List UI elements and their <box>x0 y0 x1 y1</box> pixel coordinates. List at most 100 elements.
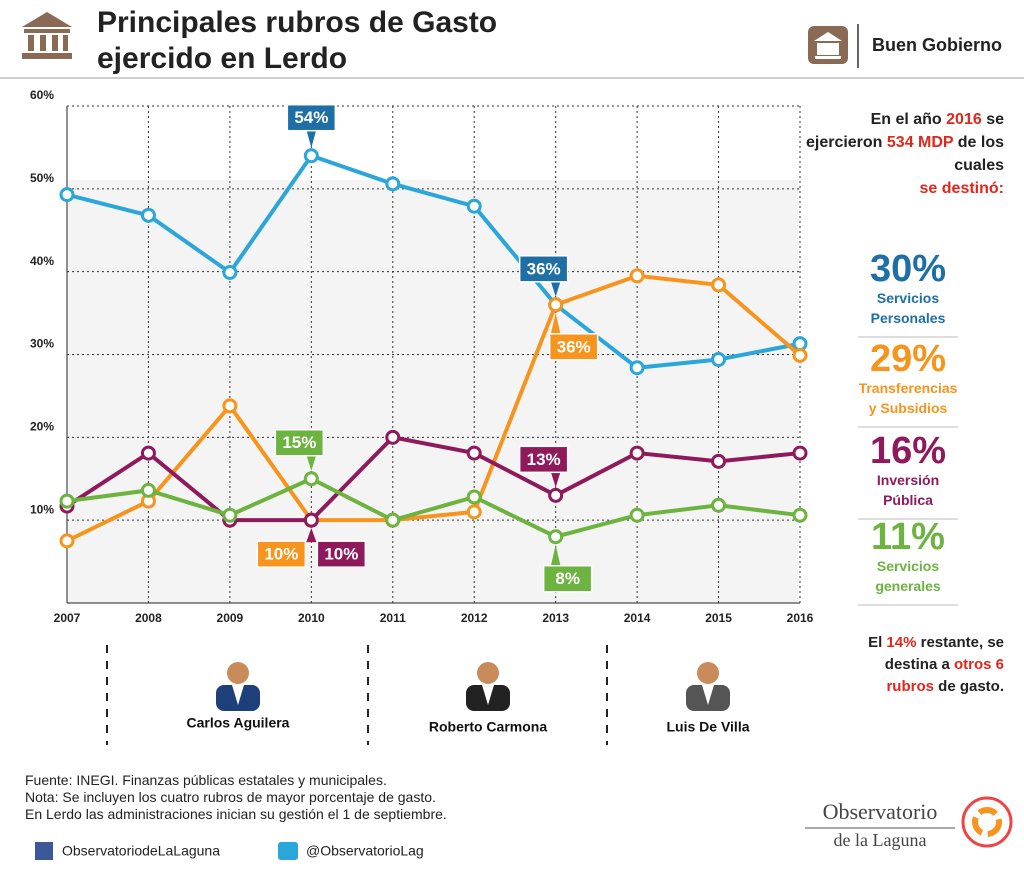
label-box <box>542 564 593 593</box>
point <box>548 487 564 503</box>
value-label: 15% <box>282 433 316 452</box>
label-pointer <box>306 454 317 471</box>
point <box>792 507 808 523</box>
point <box>303 148 319 164</box>
point <box>711 351 727 367</box>
text: se destinó: <box>919 180 1004 197</box>
point <box>466 445 482 461</box>
share: 30% <box>869 248 947 290</box>
legend-item: 30% Servicios Personales <box>858 250 958 338</box>
label-box <box>518 445 569 474</box>
share: 29% <box>869 338 947 380</box>
header-icon <box>22 12 72 59</box>
point <box>222 507 238 523</box>
text: restante, se destina a <box>884 634 1004 673</box>
facebook: ObservatoriodeLaLaguna <box>62 843 220 859</box>
label-pointer <box>306 528 317 543</box>
share: 11% <box>871 516 945 558</box>
y-tick-label: 40% <box>30 254 54 268</box>
label-pointer <box>550 312 561 335</box>
label-pointer <box>550 280 561 297</box>
person-head <box>477 662 499 684</box>
background-photo <box>68 180 798 603</box>
point <box>222 398 238 414</box>
twitter-icon <box>278 842 298 860</box>
x-tick-label: 2009 <box>217 611 244 625</box>
text: se ejercieron <box>805 111 1004 151</box>
person-shirt <box>232 685 244 705</box>
series-line <box>66 476 801 539</box>
label-pointer <box>550 544 561 567</box>
note: En Lerdo las administraciones inician su… <box>25 806 447 822</box>
point <box>548 297 564 313</box>
section: Buen Gobierno <box>872 35 1002 55</box>
x-tick-label: 2011 <box>380 611 406 625</box>
x-tick-label: 2015 <box>705 611 732 625</box>
share: 16% <box>869 430 947 472</box>
person-head <box>227 662 249 684</box>
point <box>629 360 645 376</box>
logo-text: Observatorio <box>823 799 938 824</box>
y-tick-label: 60% <box>30 88 54 102</box>
note: Nota: Se incluyen los cuatro rubros de m… <box>25 789 436 805</box>
title: Principales rubros de Gasto <box>97 6 497 39</box>
point <box>792 347 808 363</box>
point <box>140 207 156 223</box>
x-tick-label: 2016 <box>787 611 814 625</box>
x-tick-label: 2013 <box>542 611 569 625</box>
note: Fuente: INEGI. Finanzas públicas estatal… <box>25 772 387 788</box>
label-box <box>518 255 569 283</box>
point <box>385 176 401 192</box>
value-label: 10% <box>264 545 298 564</box>
intro: En el año 2016 se ejercieron 534 MDP de … <box>804 108 1004 200</box>
value-label: 8% <box>555 569 580 588</box>
point <box>466 489 482 505</box>
y-tick-label: 20% <box>30 420 54 434</box>
text: En el año <box>870 111 947 128</box>
text: de los cuales <box>953 134 1004 174</box>
notes: Fuente: INEGI. Finanzas públicas estatal… <box>25 772 447 823</box>
label-box <box>286 103 337 132</box>
value-label: 13% <box>527 450 561 469</box>
point <box>140 482 156 498</box>
logo-text: de la Laguna <box>834 830 927 850</box>
person-shirt <box>482 685 494 705</box>
y-tick-label: 10% <box>30 502 54 516</box>
text: de gasto. <box>933 678 1004 695</box>
logo-icon <box>961 796 1013 848</box>
point <box>385 512 401 528</box>
administration: Luis De Villa <box>667 719 750 735</box>
legend-label: Servicios generales <box>875 558 941 594</box>
series-line <box>65 435 801 523</box>
point <box>140 445 156 461</box>
text: El <box>868 634 887 651</box>
separators <box>106 645 608 745</box>
label-box <box>274 429 325 457</box>
series-line <box>66 273 802 543</box>
value-label: 54% <box>294 108 328 127</box>
x-tick-label: 2012 <box>461 611 488 625</box>
legend-label: Inversión Pública <box>876 472 940 508</box>
label-pointer <box>306 129 317 148</box>
x-tick-label: 2010 <box>298 611 325 625</box>
point <box>59 493 75 509</box>
series-line <box>66 153 801 370</box>
facebook-icon <box>35 842 53 860</box>
text: otros 6 rubros <box>886 656 1004 695</box>
point <box>303 471 319 487</box>
point <box>711 497 727 513</box>
administration: Roberto Carmona <box>429 719 547 735</box>
legend-item: 16% Inversión Pública <box>858 432 958 520</box>
point <box>303 512 319 528</box>
label-box <box>256 540 307 568</box>
point <box>59 533 75 549</box>
point <box>629 445 645 461</box>
person-head <box>697 662 719 684</box>
legend-label: Servicios Personales <box>870 290 946 326</box>
person-shirt <box>702 685 714 705</box>
value-label: 10% <box>324 545 358 564</box>
outro: El 14% restante, se destina a otros 6 ru… <box>844 632 1004 698</box>
legend-item: 11% Servicios generales <box>858 518 958 606</box>
